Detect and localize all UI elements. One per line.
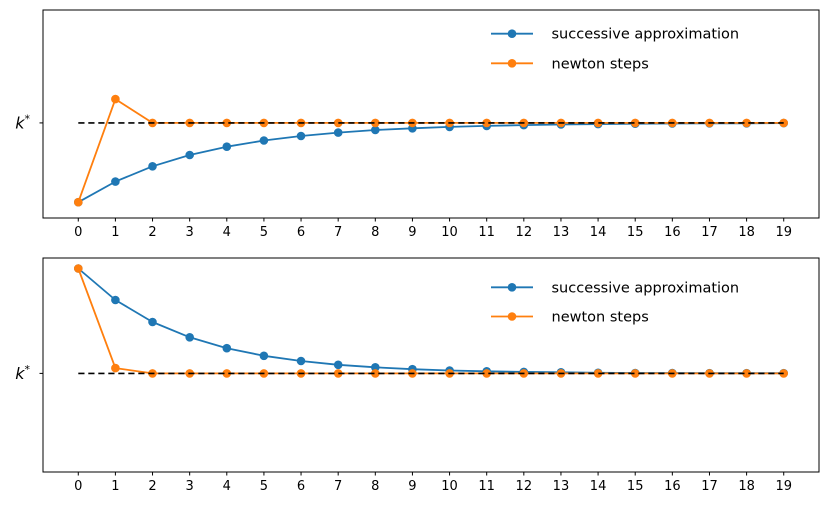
x-tick-label: 7 [334,479,342,494]
legend: successive approximation newton steps [491,27,739,72]
x-tick-label: 9 [408,479,416,494]
data-point-marker-newton-steps [593,118,603,128]
x-tick-label: 17 [701,225,718,240]
data-point-marker-successive-approximation [222,142,232,151]
x-tick-label: 3 [186,479,194,494]
x-tick-label: 5 [260,479,268,494]
x-tick-label: 4 [223,479,231,494]
data-point-marker-successive-approximation [259,351,269,361]
series-line-successive-approximation [77,122,784,203]
axes-spines [42,9,820,219]
x-tick-label: 8 [371,225,379,240]
legend-marker-icon [507,283,517,292]
legend-entry-successive-approximation: successive approximation [491,27,739,43]
legend-marker-icon [507,312,517,321]
data-point-marker-newton-steps [74,197,83,207]
x-tick-label: 10 [441,479,458,494]
data-point-marker-successive-approximation [111,177,120,186]
x-tick-label: 6 [297,479,305,494]
legend-label: newton steps [552,56,649,72]
data-point-marker-newton-steps [74,264,83,273]
x-tick-label: 7 [334,225,342,240]
x-tick-label: 1 [111,225,119,240]
x-tick-label: 18 [738,479,755,494]
lower-panel: 0 1 2 3 4 5 6 7 8 9 10 11 12 13 14 15 16 17 18 19k*successi… [15,257,820,494]
x-tick-label: 1 [111,479,119,494]
x-tick-label: 3 [186,225,194,240]
data-point-marker-newton-steps [371,118,380,128]
legend-marker-icon [507,59,517,68]
x-tick-label: 13 [553,225,570,240]
data-point-marker-successive-approximation [333,128,343,137]
data-point-marker-successive-approximation [185,333,194,342]
series-line-newton-steps [77,98,784,203]
x-tick-label: 10 [441,225,458,240]
data-point-marker-successive-approximation [185,150,194,160]
x-tick-label: 4 [223,225,231,240]
data-point-marker-successive-approximation [148,162,157,171]
x-tick-label: 14 [590,225,607,240]
x-tick-label: 2 [148,479,156,494]
x-tick-label: 11 [478,225,495,240]
x-tick-label: 18 [738,225,755,240]
data-point-marker-successive-approximation [222,343,232,353]
legend-label: newton steps [552,310,649,326]
x-tick-label: 16 [664,479,681,494]
data-point-marker-successive-approximation [371,125,380,135]
x-tick-label: 5 [260,225,268,240]
data-point-marker-successive-approximation [111,295,120,305]
data-point-marker-successive-approximation [148,317,157,327]
upper-panel: 0 1 2 3 4 5 6 7 8 9 10 11 12 13 14 15 16 17 18 19k*successi… [15,9,820,240]
data-point-marker-newton-steps [482,369,492,378]
data-point-marker-newton-steps [111,94,120,104]
x-tick-label: 2 [148,225,156,240]
data-point-marker-newton-steps [111,363,120,373]
x-tick-label: 17 [701,479,718,494]
legend-entry-successive-approximation: successive approximation [491,280,739,296]
x-tick-label: 9 [408,225,416,240]
x-tick-label: 0 [74,479,82,494]
x-tick-label: 19 [775,479,792,494]
legend-entry-newton-steps: newton steps [491,56,649,72]
x-tick-label: 8 [371,479,379,494]
data-point-marker-successive-approximation [333,360,343,370]
axes-spines [42,257,820,473]
k-star-tick-label: k* [15,112,30,132]
x-tick-label: 6 [297,225,305,240]
legend-marker-icon [507,29,517,38]
data-point-marker-newton-steps [630,369,640,378]
x-tick-label: 0 [74,225,82,240]
data-point-marker-newton-steps [742,369,751,378]
data-point-marker-newton-steps [742,118,751,128]
x-tick-label: 16 [664,225,681,240]
legend-label: successive approximation [552,27,740,43]
data-point-marker-newton-steps [333,118,343,128]
x-tick-label: 12 [516,479,533,494]
x-tick-label: 12 [516,225,533,240]
legend: successive approximation newton steps [491,280,739,326]
x-tick-label: 13 [553,479,570,494]
x-tick-label: 15 [627,479,644,494]
data-point-marker-successive-approximation [296,131,306,141]
data-point-marker-newton-steps [222,369,232,378]
data-point-marker-newton-steps [482,118,492,128]
data-point-marker-newton-steps [222,118,232,128]
x-tick-label: 15 [627,225,644,240]
data-point-marker-newton-steps [333,369,343,378]
data-point-marker-successive-approximation [371,363,380,372]
data-point-marker-newton-steps [630,118,640,128]
data-point-marker-newton-steps [593,369,603,378]
k-star-tick-label: k* [15,363,30,383]
data-point-marker-successive-approximation [296,356,306,366]
legend-label: successive approximation [552,280,740,296]
data-point-marker-successive-approximation [259,136,269,145]
data-point-marker-newton-steps [371,369,380,378]
legend-entry-newton-steps: newton steps [491,310,649,326]
x-tick-label: 11 [478,479,495,494]
x-tick-label: 19 [775,225,792,240]
x-tick-label: 14 [590,479,607,494]
